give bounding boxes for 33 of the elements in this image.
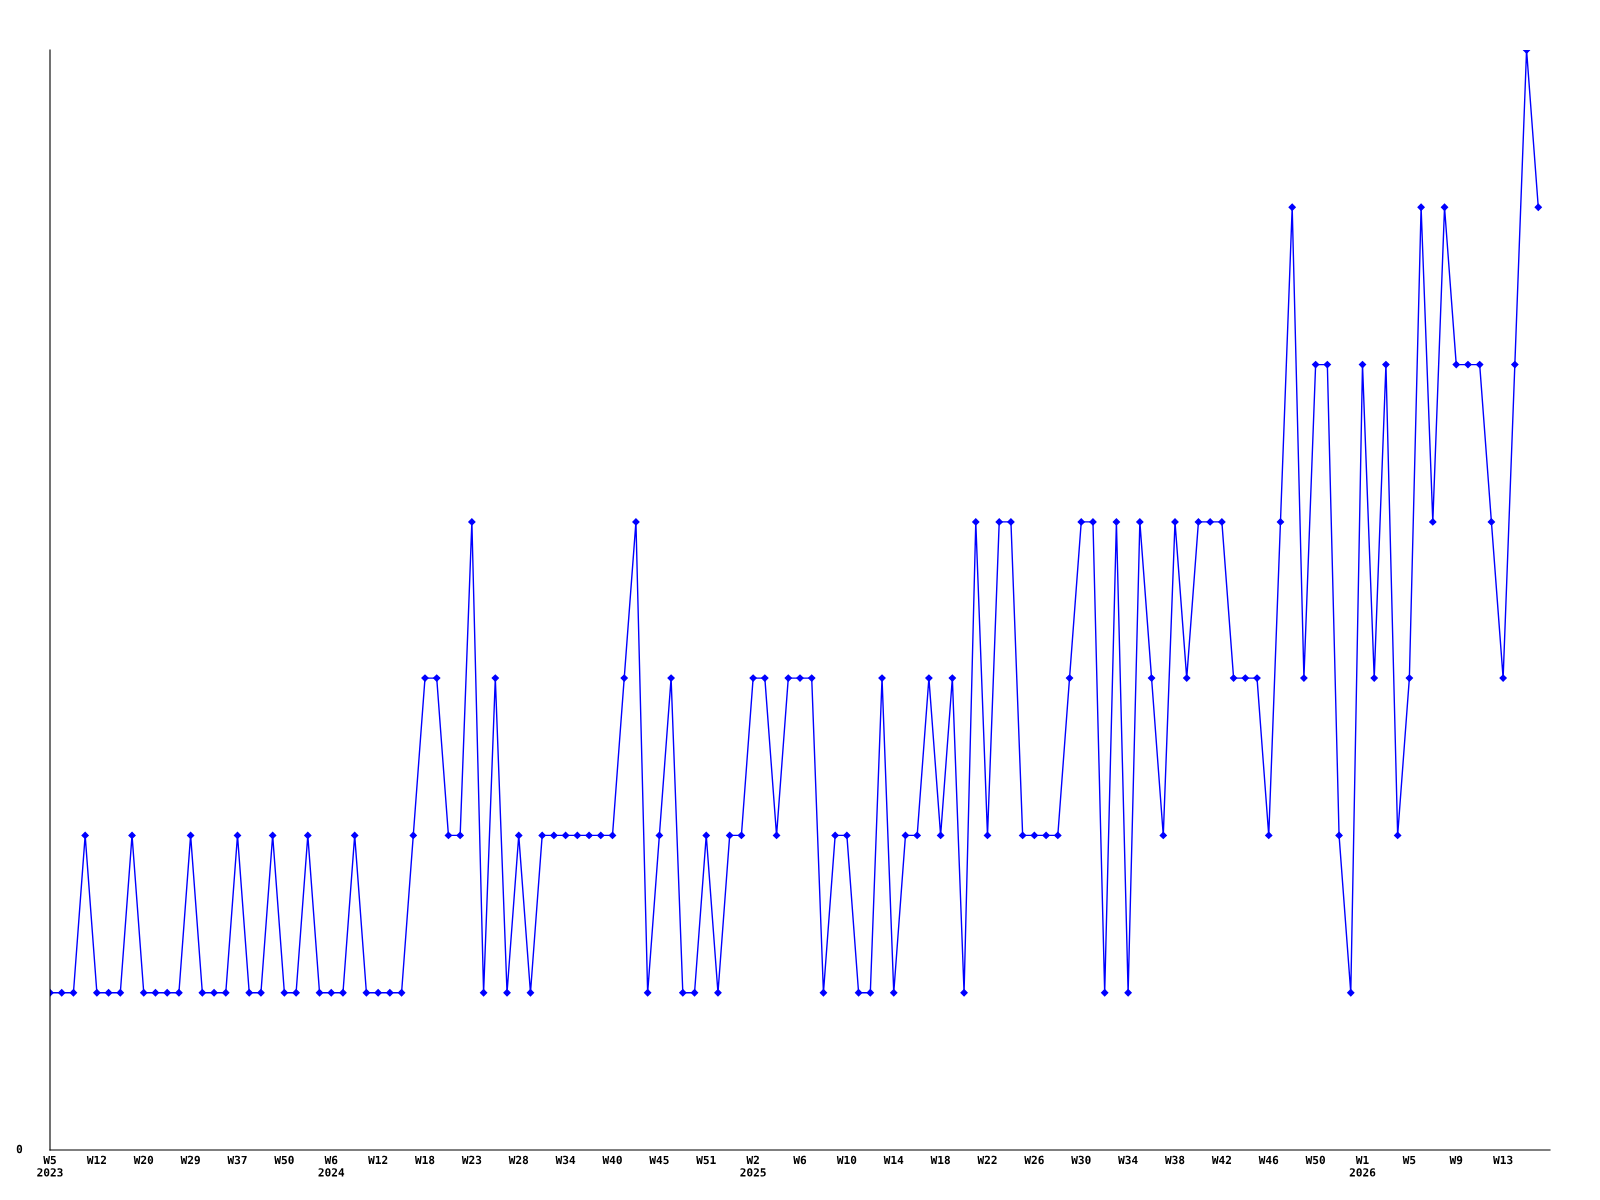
x-tick-label: W26 [1024, 1155, 1044, 1165]
x-tick-label: W14 [883, 1155, 904, 1164]
x-tick-label: W9 [1449, 1155, 1463, 1165]
x-tick-label: W6 2024 [318, 1155, 345, 1177]
x-tick-label: W40 [602, 1155, 622, 1165]
x-tick-label: W29 [180, 1155, 200, 1165]
x-tick-label: W18 [414, 1155, 435, 1165]
x-tick-label: W34 [555, 1155, 576, 1165]
x-tick-label: W50 [1305, 1155, 1325, 1165]
x-tick-label: W22 [977, 1155, 997, 1164]
x-tick-label: W46 [1258, 1155, 1279, 1165]
x-tick-label: W18 [930, 1155, 950, 1165]
x-tick-label: W20 [133, 1155, 154, 1165]
x-tick-label: W30 [1071, 1155, 1091, 1165]
x-tick-label: W5 [1402, 1155, 1416, 1165]
x-tick-label: W37 [227, 1155, 247, 1165]
x-tick-label: W5 2023 [37, 1155, 63, 1177]
x-tick-label: W1 2026 [1349, 1155, 1376, 1177]
x-tick-label: W34 [1118, 1155, 1138, 1165]
x-tick-label: W2 2025 [740, 1155, 766, 1177]
x-tick-label: W51 [696, 1155, 716, 1165]
x-tick-label: W23 [461, 1155, 482, 1165]
x-tick-label: W10 [836, 1155, 857, 1165]
text: 0 [16, 1144, 23, 1154]
x-tick-label: W28 [508, 1155, 529, 1165]
x-tick-label: W50 [274, 1155, 294, 1165]
x-tick-label: W38 [1164, 1155, 1185, 1165]
x-tick-label: W6 [793, 1155, 807, 1165]
x-tick-label: W13 [1493, 1155, 1513, 1165]
x-tick-label: W42 [1211, 1155, 1231, 1164]
x-tick-label: W12 [368, 1155, 388, 1164]
x-tick-label: W45 [649, 1155, 669, 1165]
x-tick-label: W12 [86, 1155, 106, 1164]
